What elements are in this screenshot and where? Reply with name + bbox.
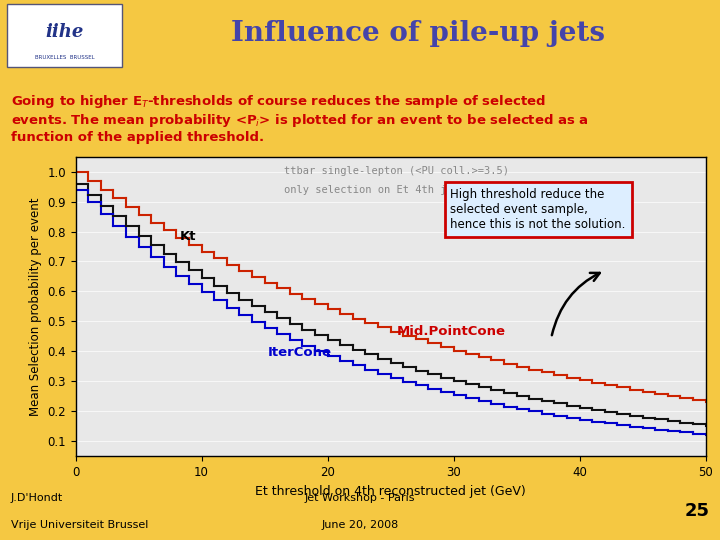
Text: Vrije Universiteit Brussel: Vrije Universiteit Brussel [11,519,148,530]
Text: ttbar single-lepton (<PU coll.>=3.5): ttbar single-lepton (<PU coll.>=3.5) [284,166,508,176]
X-axis label: Et threshold on 4th reconstructed jet (GeV): Et threshold on 4th reconstructed jet (G… [255,484,526,497]
Text: IterCone: IterCone [268,346,332,360]
Text: Mid.PointCone: Mid.PointCone [397,326,506,339]
Text: High threshold reduce the
selected event sample,
hence this is not the solution.: High threshold reduce the selected event… [451,188,626,231]
Text: Influence of pile-up jets: Influence of pile-up jets [230,20,605,47]
FancyBboxPatch shape [7,3,122,66]
Text: Going to higher E$_T$-thresholds of course reduces the sample of selected
events: Going to higher E$_T$-thresholds of cour… [11,93,588,144]
Text: J.D'Hondt: J.D'Hondt [11,494,63,503]
Text: June 20, 2008: June 20, 2008 [321,519,399,530]
Text: iihe: iihe [45,23,84,40]
Text: Jet Workshop - Paris: Jet Workshop - Paris [305,494,415,503]
Text: Kt: Kt [179,230,196,242]
Text: only selection on Et 4th jet: only selection on Et 4th jet [284,185,459,195]
Text: BRUXELLES  BRUSSEL: BRUXELLES BRUSSEL [35,55,94,60]
Text: 25: 25 [684,502,709,520]
Y-axis label: Mean Selection probability per event: Mean Selection probability per event [29,197,42,416]
